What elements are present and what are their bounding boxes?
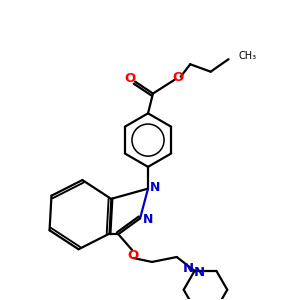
Text: CH₃: CH₃ xyxy=(238,51,256,61)
Text: N: N xyxy=(150,181,160,194)
Text: N: N xyxy=(183,262,194,275)
Text: N: N xyxy=(194,266,205,279)
Text: O: O xyxy=(128,248,139,262)
Text: O: O xyxy=(124,72,136,85)
Text: O: O xyxy=(172,71,183,84)
Text: N: N xyxy=(143,213,153,226)
